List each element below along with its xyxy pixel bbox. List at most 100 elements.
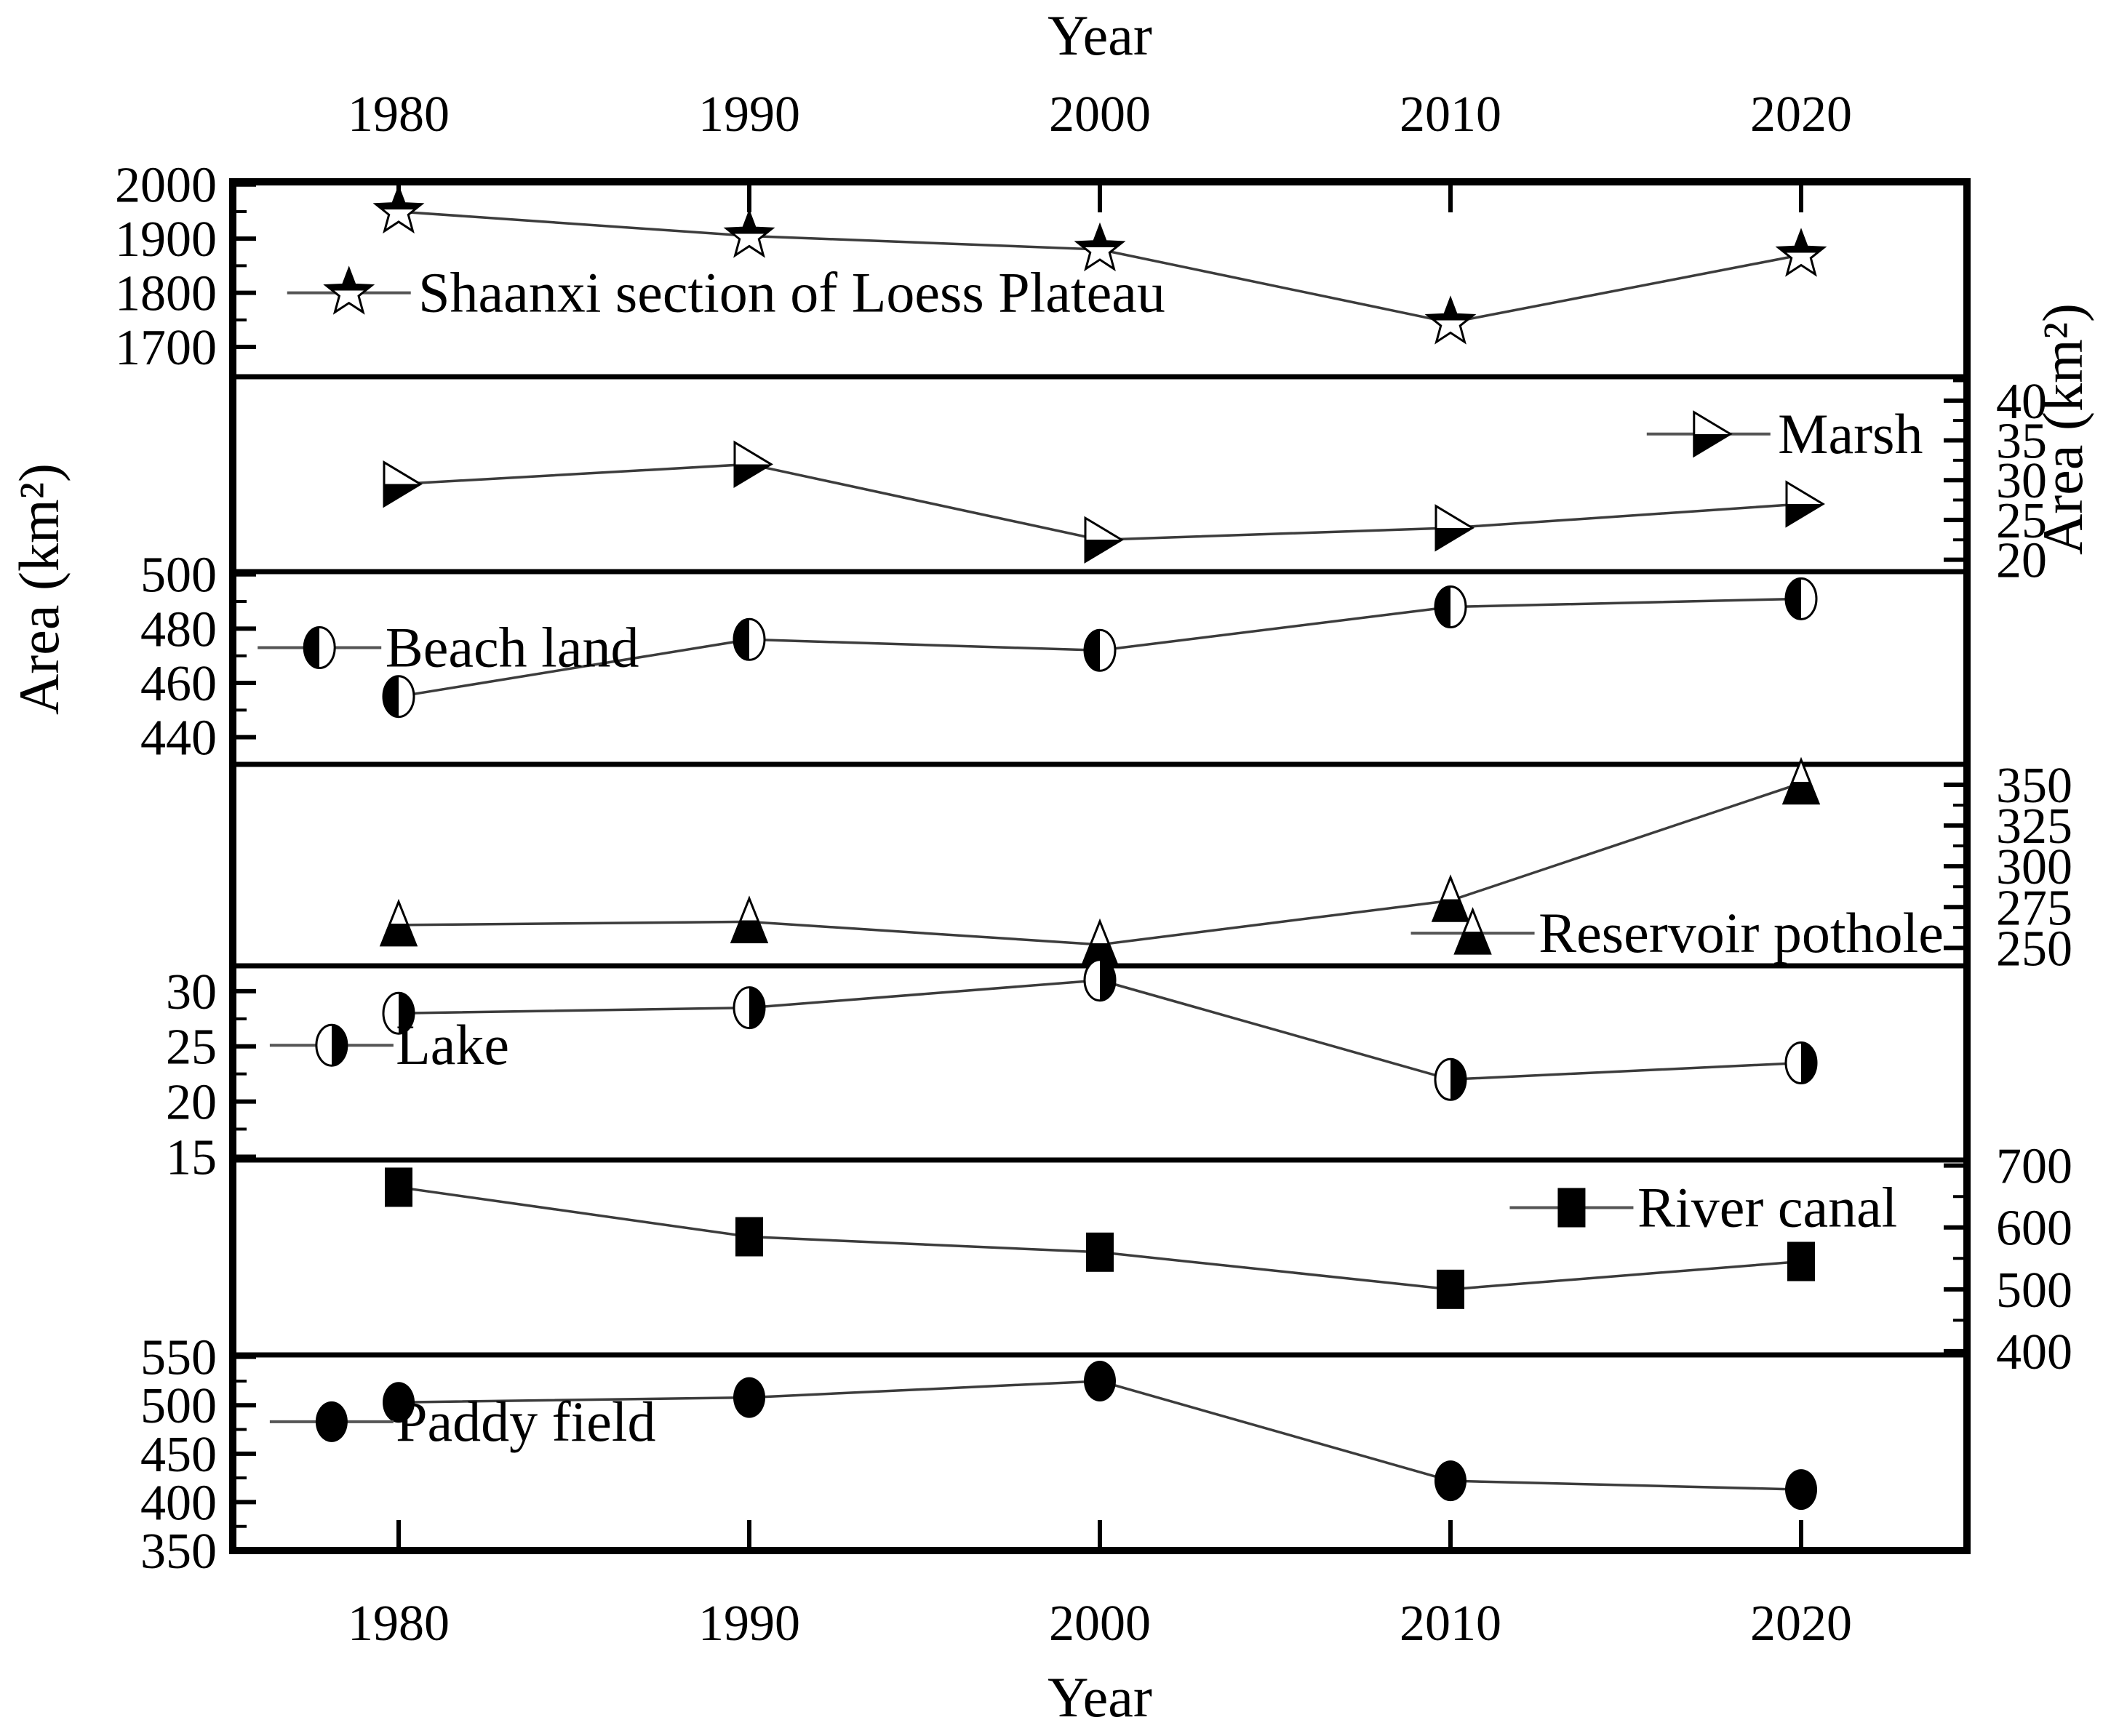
legend-label: Beach land [386, 616, 639, 679]
y-tick-label-right: 30 [1996, 453, 2047, 509]
data-point-marker [1431, 874, 1470, 922]
y-tick-label-right: 20 [1996, 533, 2047, 589]
data-point-marker [315, 1023, 348, 1067]
data-point-marker [323, 265, 375, 315]
data-point-marker [1083, 959, 1117, 1002]
y-tick-label-right: 40 [1996, 374, 2047, 430]
data-point-marker [1781, 756, 1821, 805]
x-tick-label-top: 1990 [698, 87, 800, 143]
data-point-marker [1437, 1269, 1464, 1309]
data-point-marker [1775, 228, 1827, 277]
data-point-marker [1785, 480, 1825, 528]
legend-label: River canal [1637, 1176, 1897, 1239]
data-point-marker [1787, 1241, 1815, 1281]
data-point-marker [1434, 1057, 1467, 1101]
data-point-marker [1074, 222, 1126, 272]
data-point-marker [1693, 410, 1733, 458]
data-point-marker [1083, 628, 1117, 672]
data-point-marker [1084, 1360, 1116, 1401]
y-tick-label-right: 400 [1996, 1324, 2072, 1380]
y-tick-label-right: 500 [1996, 1263, 2072, 1319]
y-tick-label-right: 325 [1996, 799, 2072, 855]
x-axis-title-top: Year [1047, 4, 1152, 67]
legend-item: Beach land [258, 616, 639, 679]
data-point-marker [382, 991, 415, 1035]
y-tick-label-left: 480 [140, 601, 217, 657]
y-tick-label-left: 2000 [115, 158, 217, 214]
y-tick-label-left: 25 [166, 1020, 217, 1076]
data-point-marker [382, 675, 415, 719]
data-point-marker [372, 184, 425, 234]
data-point-marker [735, 1217, 763, 1257]
y-tick-label-right: 300 [1996, 839, 2072, 895]
y-tick-label-left: 550 [140, 1330, 217, 1386]
y-tick-label-left: 460 [140, 656, 217, 712]
data-point-marker [733, 617, 766, 661]
legend-label: Shaanxi section of Loess Plateau [418, 261, 1165, 324]
data-point-marker [1424, 295, 1477, 345]
data-point-marker [1453, 907, 1492, 955]
y-tick-label-left: 440 [140, 711, 217, 767]
y-tick-label-left: 500 [140, 548, 217, 604]
y-tick-label-left: 1900 [115, 212, 217, 268]
legend-item: River canal [1509, 1176, 1897, 1239]
legend-item: Marsh [1646, 402, 1923, 465]
data-point-marker [723, 209, 775, 258]
y-tick-label-left: 30 [166, 964, 217, 1020]
y-tick-label-left: 450 [140, 1427, 217, 1483]
legend-label: Lake [396, 1013, 509, 1076]
x-tick-label-top: 1980 [348, 87, 450, 143]
y-tick-label-left: 350 [140, 1524, 217, 1580]
data-point-marker [1784, 577, 1818, 620]
y-axis-title-left: Area (km²) [7, 463, 71, 715]
y-tick-label-right: 250 [1996, 921, 2072, 977]
y-tick-label-left: 15 [166, 1129, 217, 1185]
x-tick-label-bottom: 2000 [1049, 1596, 1151, 1652]
y-tick-label-left: 500 [140, 1378, 217, 1434]
data-point-marker [1434, 1460, 1466, 1502]
y-tick-label-right: 600 [1996, 1201, 2072, 1257]
y-tick-label-left: 1800 [115, 266, 217, 322]
data-point-marker [1785, 1469, 1817, 1511]
data-point-marker [303, 626, 336, 670]
data-point-marker [383, 460, 423, 508]
legend-label: Marsh [1778, 402, 1923, 465]
x-tick-label-top: 2000 [1049, 87, 1151, 143]
data-point-marker [733, 986, 766, 1030]
data-point-marker [1086, 1232, 1114, 1272]
data-point-marker [315, 1401, 348, 1442]
x-tick-label-bottom: 2020 [1750, 1596, 1852, 1652]
x-axis-title-bottom: Year [1047, 1665, 1152, 1729]
legend-item: Lake [269, 1013, 509, 1076]
data-point-marker [379, 898, 418, 947]
data-point-marker [385, 1167, 412, 1207]
y-tick-label-right: 700 [1996, 1139, 2072, 1195]
data-point-marker [383, 1382, 415, 1423]
data-point-marker [733, 440, 773, 488]
x-tick-label-bottom: 1990 [698, 1596, 800, 1652]
y-tick-label-left: 20 [166, 1075, 217, 1131]
x-tick-label-bottom: 2010 [1400, 1596, 1501, 1652]
data-point-marker [1784, 1041, 1818, 1084]
legend-label: Reservoir pothole [1539, 901, 1944, 964]
data-point-marker [1434, 504, 1474, 552]
y-tick-label-left: 400 [140, 1475, 217, 1531]
legend-item: Paddy field [269, 1390, 656, 1453]
y-tick-label-right: 350 [1996, 758, 2072, 814]
x-tick-label-top: 2020 [1750, 87, 1852, 143]
y-axis-title-right: Area (km²) [2031, 303, 2094, 555]
y-tick-label-right: 25 [1996, 493, 2047, 549]
x-tick-label-top: 2010 [1400, 87, 1501, 143]
x-tick-label-bottom: 1980 [348, 1596, 450, 1652]
y-tick-label-left: 1700 [115, 320, 217, 376]
y-tick-label-right: 275 [1996, 880, 2072, 936]
